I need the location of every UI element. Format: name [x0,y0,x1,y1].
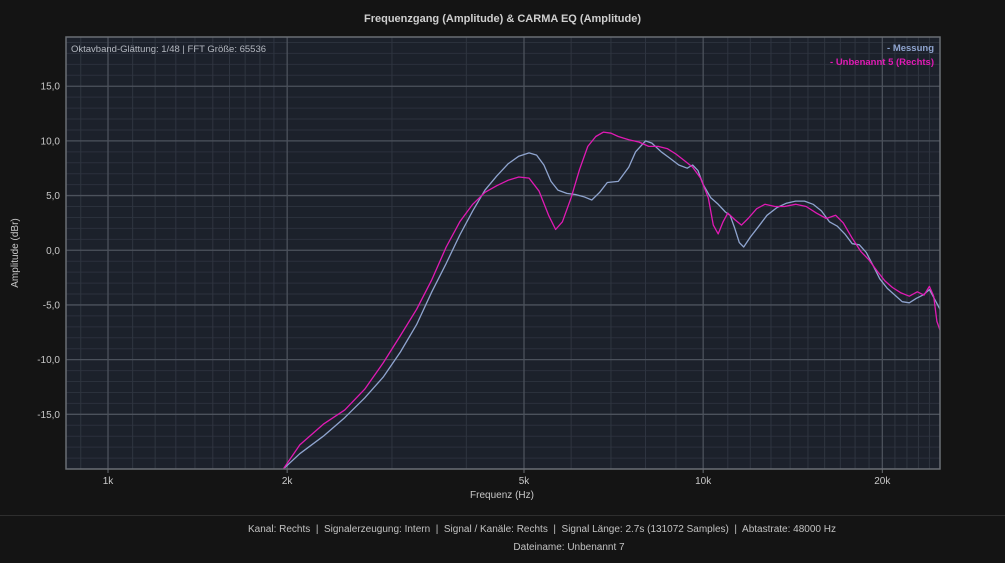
y-tick-label: -15,0 [37,410,60,421]
x-tick-label: 10k [695,476,712,487]
series-line-unbenannt [282,131,940,469]
legend-item-messung[interactable]: - Messung [887,43,934,54]
y-tick-label: -10,0 [37,355,60,366]
y-axis-ticks: 15,0 10,0 5,0 0,0 -5,0 -10,0 -15,0 [37,82,60,421]
minor-grid [66,37,940,469]
filename-label: Dateiname: Unbenannt 7 [513,542,625,553]
major-grid [66,37,940,469]
y-tick-label: 15,0 [41,82,61,93]
x-tick-label: 2k [282,476,294,487]
y-tick-label: 0,0 [46,246,60,257]
plot-frame [65,36,941,470]
y-axis-label: Amplitude (dBr) [10,218,21,287]
legend-item-unbenannt[interactable]: - Unbenannt 5 (Rechts) [830,57,934,68]
x-tick-label: 1k [103,476,115,487]
x-axis-label: Frequenz (Hz) [470,490,534,501]
x-tick-label: 20k [874,476,891,487]
x-tick-label: 5k [519,476,531,487]
y-tick-label: 10,0 [41,136,61,147]
series-layer [282,131,940,469]
y-tick-label: -5,0 [43,300,61,311]
plot-background [66,37,940,469]
footer-divider [0,515,1005,516]
chart-title: Frequenzgang (Amplitude) & CARMA EQ (Amp… [363,13,642,25]
signal-info: Kanal: Rechts | Signalerzeugung: Intern … [248,524,836,535]
y-tick-label: 5,0 [46,191,60,202]
x-axis-ticks: 1k 2k 5k 10k 20k [103,469,891,487]
smoothing-annotation: Oktavband-Glättung: 1/48 | FFT Größe: 65… [71,44,266,55]
frequency-response-chart[interactable]: 15,0 10,0 5,0 0,0 -5,0 -10,0 -15,0 1k 2k 5k 10k 20… [0,0,1005,515]
